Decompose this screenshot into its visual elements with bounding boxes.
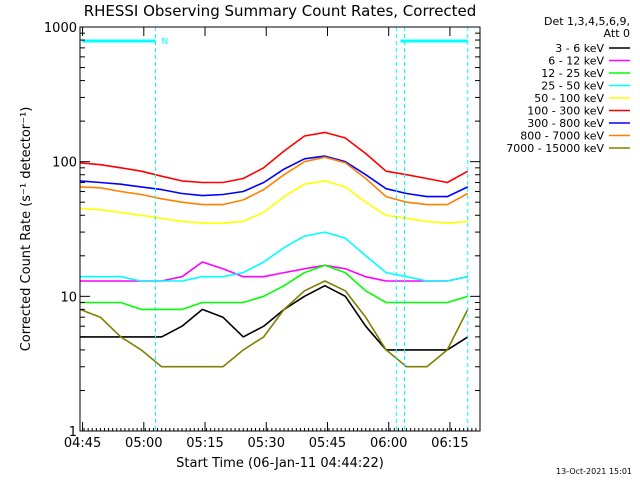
y-tick-label: 1 (69, 425, 77, 440)
x-tick-label: 06:00 (370, 436, 407, 451)
x-tick-label: 05:00 (125, 436, 162, 451)
series-line-100-300-kev (79, 131, 469, 184)
series-line-800-7000-kev (79, 156, 469, 206)
x-tick-label: 05:45 (309, 436, 346, 451)
flag-label-n: N (162, 37, 169, 47)
series-line-300-800-kev (79, 155, 469, 198)
series-line-3-6-kev (80, 284, 469, 351)
legend-label-50-100-kev: 50 - 100 keV (534, 92, 604, 105)
legend-label-7000-15000-kev: 7000 - 15000 keV (506, 142, 604, 155)
y-axis-label: Corrected Count Rate (s⁻¹ detector⁻¹) (19, 107, 34, 352)
legend-label-12-25-kev: 12 - 25 keV (541, 67, 604, 80)
x-tick-label: 06:15 (431, 436, 468, 451)
series-line-25-50-kev (80, 231, 468, 282)
y-tick-label: 1000 (44, 21, 77, 36)
x-tick-label: 05:30 (248, 436, 285, 451)
legend-label-3-6-kev: 3 - 6 keV (555, 42, 604, 55)
x-tick-label: 05:15 (186, 436, 223, 451)
x-tick-label: 04:45 (64, 436, 101, 451)
footer-timestamp: 13-Oct-2021 15:01 (556, 467, 632, 476)
legend-label-25-50-kev: 25 - 50 keV (541, 80, 604, 93)
legend-header-line-1: Det 1,3,4,5,6,9, (544, 15, 630, 28)
legend-label-100-300-kev: 100 - 300 keV (527, 105, 604, 118)
series-line-7000-15000-kev (79, 280, 469, 368)
legend-header-line-2: Att 0 (604, 27, 630, 40)
x-axis-label: Start Time (06-Jan-11 04:44:22) (176, 456, 384, 471)
chart-title: RHESSI Observing Summary Count Rates, Co… (84, 2, 477, 20)
legend-label-300-800-kev: 300 - 800 keV (527, 117, 604, 130)
y-tick-label: 100 (52, 156, 77, 171)
y-tick-label: 10 (60, 290, 77, 305)
series-line-12-25-kev (80, 264, 469, 311)
legend-label-6-12-kev: 6 - 12 keV (548, 55, 604, 68)
legend-label-800-7000-kev: 800 - 7000 keV (520, 130, 604, 143)
flags-layer: N (82, 27, 469, 431)
series-line-50-100-kev (79, 180, 468, 224)
axis-ticks-layer: 04:45 05:00 05:15 05:30 05:45 06:00 06:15 1 10 10… (44, 21, 481, 451)
series-lines-layer (79, 131, 469, 368)
